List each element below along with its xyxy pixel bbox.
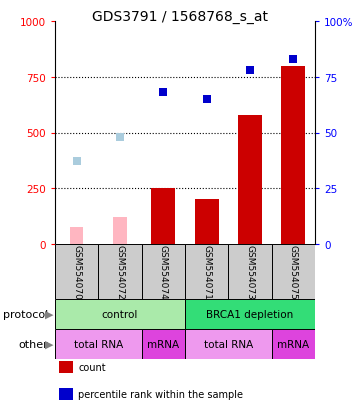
Bar — [282, 66, 305, 244]
Text: protocol: protocol — [3, 309, 48, 319]
Bar — [272, 329, 315, 359]
Bar — [55, 329, 142, 359]
Bar — [229, 244, 272, 299]
Text: total RNA: total RNA — [204, 339, 253, 349]
Text: mRNA: mRNA — [277, 339, 309, 349]
Text: GSM554071: GSM554071 — [202, 244, 211, 299]
Text: total RNA: total RNA — [74, 339, 123, 349]
Bar — [142, 329, 185, 359]
Text: GSM554072: GSM554072 — [116, 244, 125, 299]
Text: other: other — [18, 339, 48, 349]
Bar — [142, 244, 185, 299]
Bar — [185, 329, 272, 359]
Bar — [185, 244, 229, 299]
Bar — [151, 189, 175, 244]
Text: GSM554070: GSM554070 — [72, 244, 81, 299]
Bar — [272, 244, 315, 299]
Text: GDS3791 / 1568768_s_at: GDS3791 / 1568768_s_at — [92, 10, 269, 24]
Text: ▶: ▶ — [45, 339, 53, 349]
Text: mRNA: mRNA — [147, 339, 179, 349]
Bar — [55, 299, 185, 329]
Bar — [113, 218, 127, 244]
Bar — [98, 244, 142, 299]
Bar — [55, 244, 98, 299]
Text: GSM554075: GSM554075 — [289, 244, 298, 299]
Bar — [70, 228, 83, 244]
Text: control: control — [102, 309, 138, 319]
Bar — [195, 200, 218, 244]
Bar — [185, 299, 315, 329]
Text: BRCA1 depletion: BRCA1 depletion — [206, 309, 293, 319]
Bar — [238, 115, 262, 244]
Text: GSM554074: GSM554074 — [159, 244, 168, 299]
Text: percentile rank within the sample: percentile rank within the sample — [78, 389, 243, 399]
Text: GSM554073: GSM554073 — [245, 244, 255, 299]
Text: count: count — [78, 362, 106, 373]
Text: ▶: ▶ — [45, 309, 53, 319]
